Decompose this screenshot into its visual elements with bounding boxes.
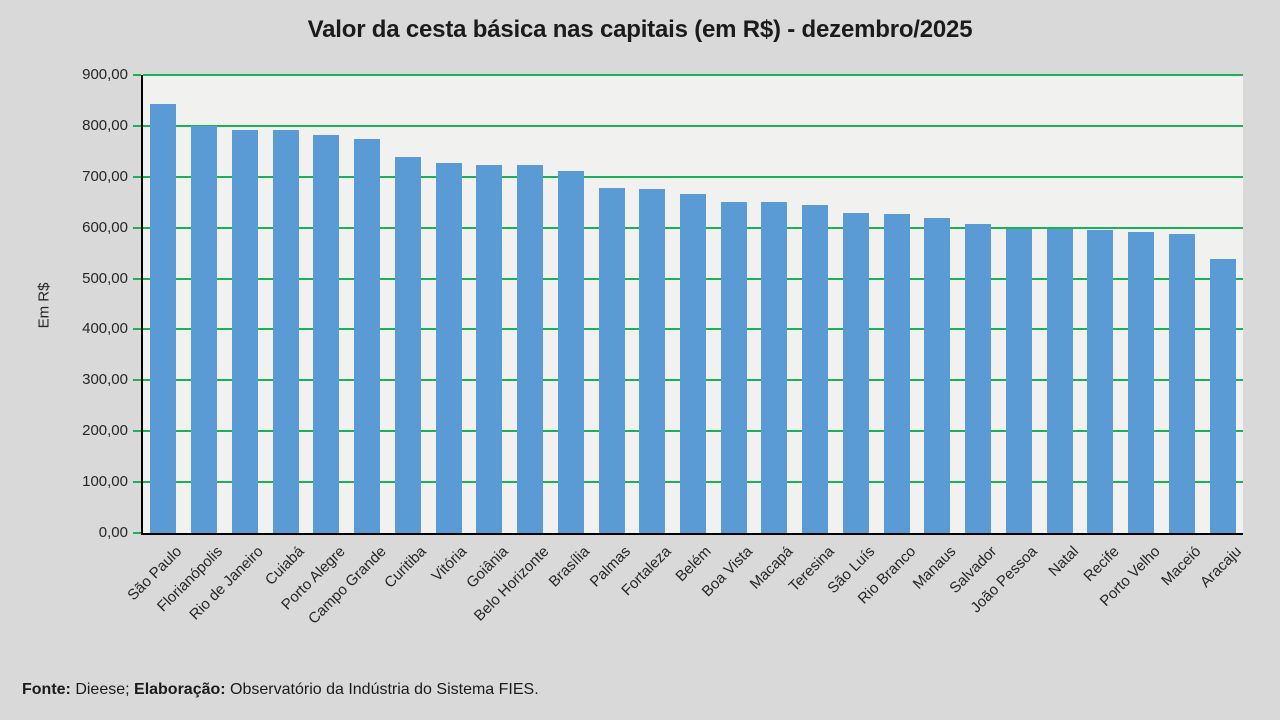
bar-goiânia	[476, 164, 503, 533]
x-tick-label: Brasília	[545, 543, 593, 591]
bar-salvador	[965, 224, 992, 533]
bar-maceió	[1168, 233, 1195, 533]
bar-vitória	[435, 163, 462, 533]
y-tick-mark	[133, 481, 141, 484]
gridline	[143, 74, 1243, 76]
y-tick-label: 200,00	[82, 422, 128, 440]
bar-boa-vista	[720, 201, 747, 533]
y-tick-label: 300,00	[82, 371, 128, 389]
y-tick-label: 800,00	[82, 116, 128, 134]
y-tick-mark	[133, 74, 141, 76]
gridline	[143, 175, 1243, 178]
y-tick-label: 0,00	[98, 524, 128, 541]
bar-fortaleza	[639, 189, 666, 533]
bar-palmas	[598, 187, 625, 533]
y-tick-mark	[133, 277, 141, 280]
bar-cuiabá	[272, 129, 299, 533]
y-tick-label: 500,00	[82, 269, 128, 287]
bar-manaus	[924, 217, 951, 533]
bar-são-luís	[842, 212, 869, 533]
bar-campo-grande	[354, 138, 381, 533]
bar-porto-velho	[1128, 232, 1155, 533]
plot-area	[141, 74, 1243, 535]
y-tick-label: 100,00	[82, 473, 128, 491]
y-tick-label: 900,00	[82, 66, 128, 83]
footer-fonte-text: Dieese;	[70, 681, 135, 698]
gridline	[143, 124, 1243, 127]
y-tick-label: 700,00	[82, 167, 128, 185]
bar-joão-pessoa	[1005, 228, 1032, 533]
footer-elaboracao-label: Elaboração:	[134, 681, 226, 698]
y-tick-mark	[133, 532, 141, 534]
y-tick-mark	[133, 175, 141, 178]
y-tick-label: 400,00	[82, 320, 128, 338]
x-tick-label: Natal	[1044, 543, 1082, 580]
bar-brasília	[557, 170, 584, 533]
bar-florianópolis	[191, 125, 218, 533]
bar-belém	[680, 193, 706, 533]
bar-porto-alegre	[313, 135, 340, 533]
bar-são-paulo	[150, 103, 177, 533]
bar-natal	[1046, 229, 1073, 533]
x-tick-label: Rio de Janeiro	[186, 543, 267, 624]
y-tick-mark	[133, 328, 141, 331]
bar-curitiba	[394, 157, 421, 533]
y-tick-label: 600,00	[82, 218, 128, 236]
footer-elaboracao-text: Observatório da Indústria do Sistema FIE…	[225, 681, 539, 698]
bar-rio-de-janeiro	[231, 129, 258, 533]
bar-macapá	[761, 202, 788, 533]
bar-recife	[1087, 229, 1114, 533]
bar-aracaju	[1209, 259, 1236, 533]
chart-title: Valor da cesta básica nas capitais (em R…	[307, 16, 973, 43]
x-tick-label: Maceió	[1157, 543, 1204, 590]
footer-note: Fonte: Dieese; Elaboração: Observatório …	[22, 681, 539, 699]
y-tick-mark	[133, 430, 141, 433]
y-tick-mark	[133, 226, 141, 229]
bar-teresina	[802, 205, 829, 533]
x-tick-label: Aracaju	[1196, 543, 1245, 591]
bar-belo-horizonte	[517, 165, 544, 533]
footer-fonte-label: Fonte:	[22, 681, 71, 698]
y-tick-mark	[133, 379, 141, 382]
bar-rio-branco	[883, 214, 910, 533]
x-tick-label: Curitiba	[381, 543, 430, 592]
y-tick-mark	[133, 124, 141, 127]
